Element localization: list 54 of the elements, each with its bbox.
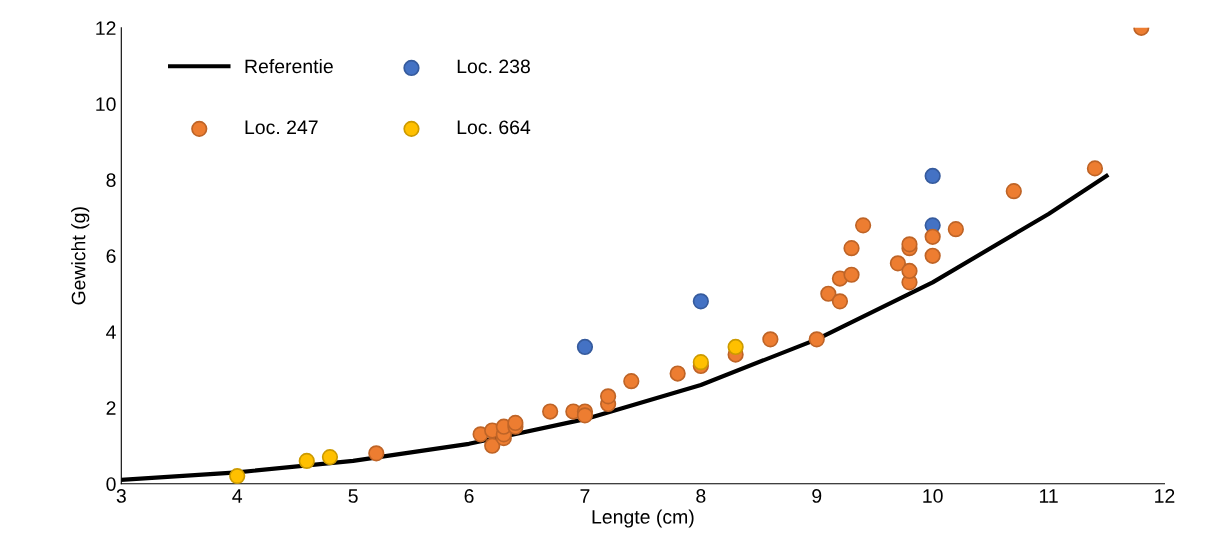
y-tick-label: 0 [106, 477, 116, 491]
point [820, 285, 837, 302]
point [947, 221, 964, 238]
x-tick-label: 5 [348, 489, 358, 503]
point [321, 449, 339, 466]
x-tick-label: 11 [1039, 489, 1058, 503]
x-tick-label: 12 [1155, 489, 1175, 503]
point [831, 293, 849, 310]
legend-label: Loc. 247 [245, 120, 318, 135]
x-tick-label: 4 [232, 489, 243, 503]
x-tick-label: 8 [696, 489, 706, 503]
y-tick-label: 10 [96, 97, 116, 112]
y-tick-label: 8 [106, 173, 116, 188]
point [507, 414, 524, 432]
point [484, 437, 501, 454]
legend-label: Loc. 664 [457, 120, 531, 135]
point [843, 266, 860, 283]
y-tick-label: 4 [106, 325, 116, 339]
point [692, 293, 709, 310]
point [889, 255, 907, 272]
point [924, 247, 941, 264]
point [576, 338, 594, 356]
point [843, 240, 860, 257]
point [229, 468, 246, 484]
y-tick-label: 2 [106, 401, 116, 415]
point [542, 403, 559, 420]
point [599, 388, 617, 405]
y-tick-label: 6 [106, 249, 116, 263]
point [368, 445, 385, 462]
point [727, 338, 744, 356]
x-tick-label: 6 [464, 489, 474, 503]
point [924, 167, 941, 185]
y-axis-title: Gewicht (g) [71, 207, 90, 305]
point [576, 407, 594, 424]
point [1005, 183, 1022, 200]
point [924, 228, 941, 245]
point [901, 262, 918, 280]
point [854, 217, 872, 234]
point [669, 365, 686, 382]
point [623, 373, 640, 390]
point [762, 331, 779, 348]
point [692, 354, 709, 371]
x-tick-label: 10 [923, 489, 943, 503]
point [901, 236, 918, 253]
x-tick-label: 3 [116, 489, 126, 503]
legend-label: Referentie [245, 58, 333, 74]
y-tick-label: 12 [96, 21, 116, 35]
x-tick-label: 9 [812, 489, 822, 503]
point [808, 331, 825, 348]
point [298, 452, 315, 470]
x-axis-title: Lengte (cm) [592, 509, 694, 528]
x-tick-label: 7 [580, 489, 590, 503]
legend-label: Loc. 238 [457, 59, 530, 74]
point [1086, 160, 1104, 177]
